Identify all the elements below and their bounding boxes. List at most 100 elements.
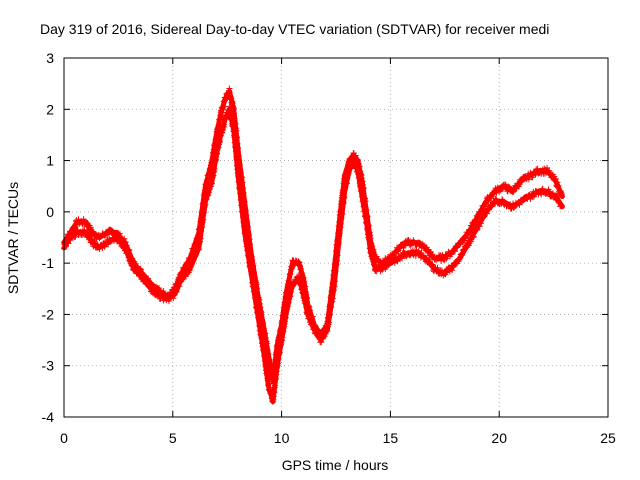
data-point	[193, 251, 199, 258]
data-point	[328, 303, 335, 310]
data-point	[243, 238, 250, 245]
data-point	[449, 267, 456, 274]
data-point	[339, 211, 346, 218]
y-tick-label: 3	[46, 50, 54, 66]
data-point	[240, 214, 246, 221]
data-point	[200, 209, 207, 216]
x-tick-label: 15	[383, 430, 399, 446]
data-point	[145, 275, 152, 282]
data-point	[228, 114, 235, 121]
data-point	[223, 96, 230, 103]
data-point	[385, 262, 392, 269]
data-point	[124, 248, 131, 255]
plot-frame	[63, 57, 609, 418]
data-point	[429, 261, 436, 268]
data-point	[362, 214, 369, 221]
data-point	[211, 166, 218, 172]
data-point	[79, 227, 86, 234]
data-point	[265, 381, 272, 388]
data-point	[108, 227, 115, 234]
data-point	[182, 264, 189, 271]
data-point	[255, 314, 262, 321]
data-point	[315, 331, 321, 337]
data-point	[448, 251, 455, 258]
data-point	[253, 304, 259, 311]
data-point	[426, 258, 433, 265]
data-point	[227, 109, 234, 116]
data-point	[137, 265, 144, 272]
data-point	[126, 257, 133, 264]
data-point	[306, 313, 313, 320]
data-point	[454, 244, 461, 251]
data-point	[334, 257, 341, 264]
data-point	[476, 223, 483, 230]
data-point	[195, 243, 202, 250]
data-point	[200, 216, 207, 223]
data-point	[124, 249, 131, 256]
data-point	[452, 248, 458, 255]
data-point	[341, 194, 348, 200]
data-point	[282, 314, 289, 321]
data-point	[327, 311, 333, 318]
data-point	[147, 284, 154, 291]
data-series	[61, 85, 565, 405]
data-point	[251, 288, 258, 295]
data-point	[203, 179, 210, 186]
data-point	[443, 269, 450, 276]
data-point	[450, 264, 457, 270]
data-point	[240, 219, 247, 226]
data-point	[399, 255, 405, 262]
series-track-b	[61, 103, 565, 405]
data-point	[116, 230, 123, 237]
data-point	[533, 166, 540, 173]
data-point	[473, 227, 480, 234]
data-point	[331, 278, 338, 285]
data-point	[360, 197, 367, 204]
data-point	[125, 254, 132, 261]
series-trace	[61, 88, 565, 384]
data-point	[242, 230, 249, 236]
data-point	[170, 295, 177, 302]
y-tick-label: -1	[42, 255, 55, 271]
data-point	[332, 268, 339, 275]
data-point	[191, 241, 198, 248]
data-point	[250, 281, 257, 288]
data-point	[287, 288, 294, 295]
data-point	[204, 177, 211, 184]
data-point	[96, 245, 103, 252]
data-point	[235, 178, 242, 185]
data-point	[239, 208, 246, 215]
data-point	[238, 202, 245, 209]
data-point	[467, 228, 474, 235]
data-point	[190, 245, 197, 252]
data-point	[333, 261, 340, 268]
data-point	[461, 246, 468, 253]
data-point	[394, 248, 401, 255]
data-point	[121, 235, 128, 242]
data-point	[275, 356, 282, 363]
data-point	[457, 251, 464, 258]
data-point	[434, 264, 441, 271]
data-point	[233, 156, 240, 163]
data-point	[554, 179, 561, 186]
data-point	[134, 266, 141, 273]
series-trace	[61, 106, 565, 405]
data-point	[104, 230, 111, 237]
data-point	[276, 349, 283, 356]
data-point	[483, 210, 490, 217]
data-point	[481, 213, 487, 220]
data-point	[195, 246, 202, 253]
data-point	[235, 173, 242, 179]
data-point	[307, 316, 314, 323]
data-point	[375, 256, 382, 262]
data-point	[231, 134, 238, 141]
data-point	[131, 263, 138, 270]
data-point	[395, 247, 402, 254]
data-point	[237, 190, 244, 197]
data-point	[259, 340, 265, 347]
data-point	[401, 242, 408, 249]
data-point	[552, 175, 559, 182]
data-point	[81, 226, 88, 233]
data-point	[197, 235, 204, 242]
data-point	[216, 138, 223, 145]
